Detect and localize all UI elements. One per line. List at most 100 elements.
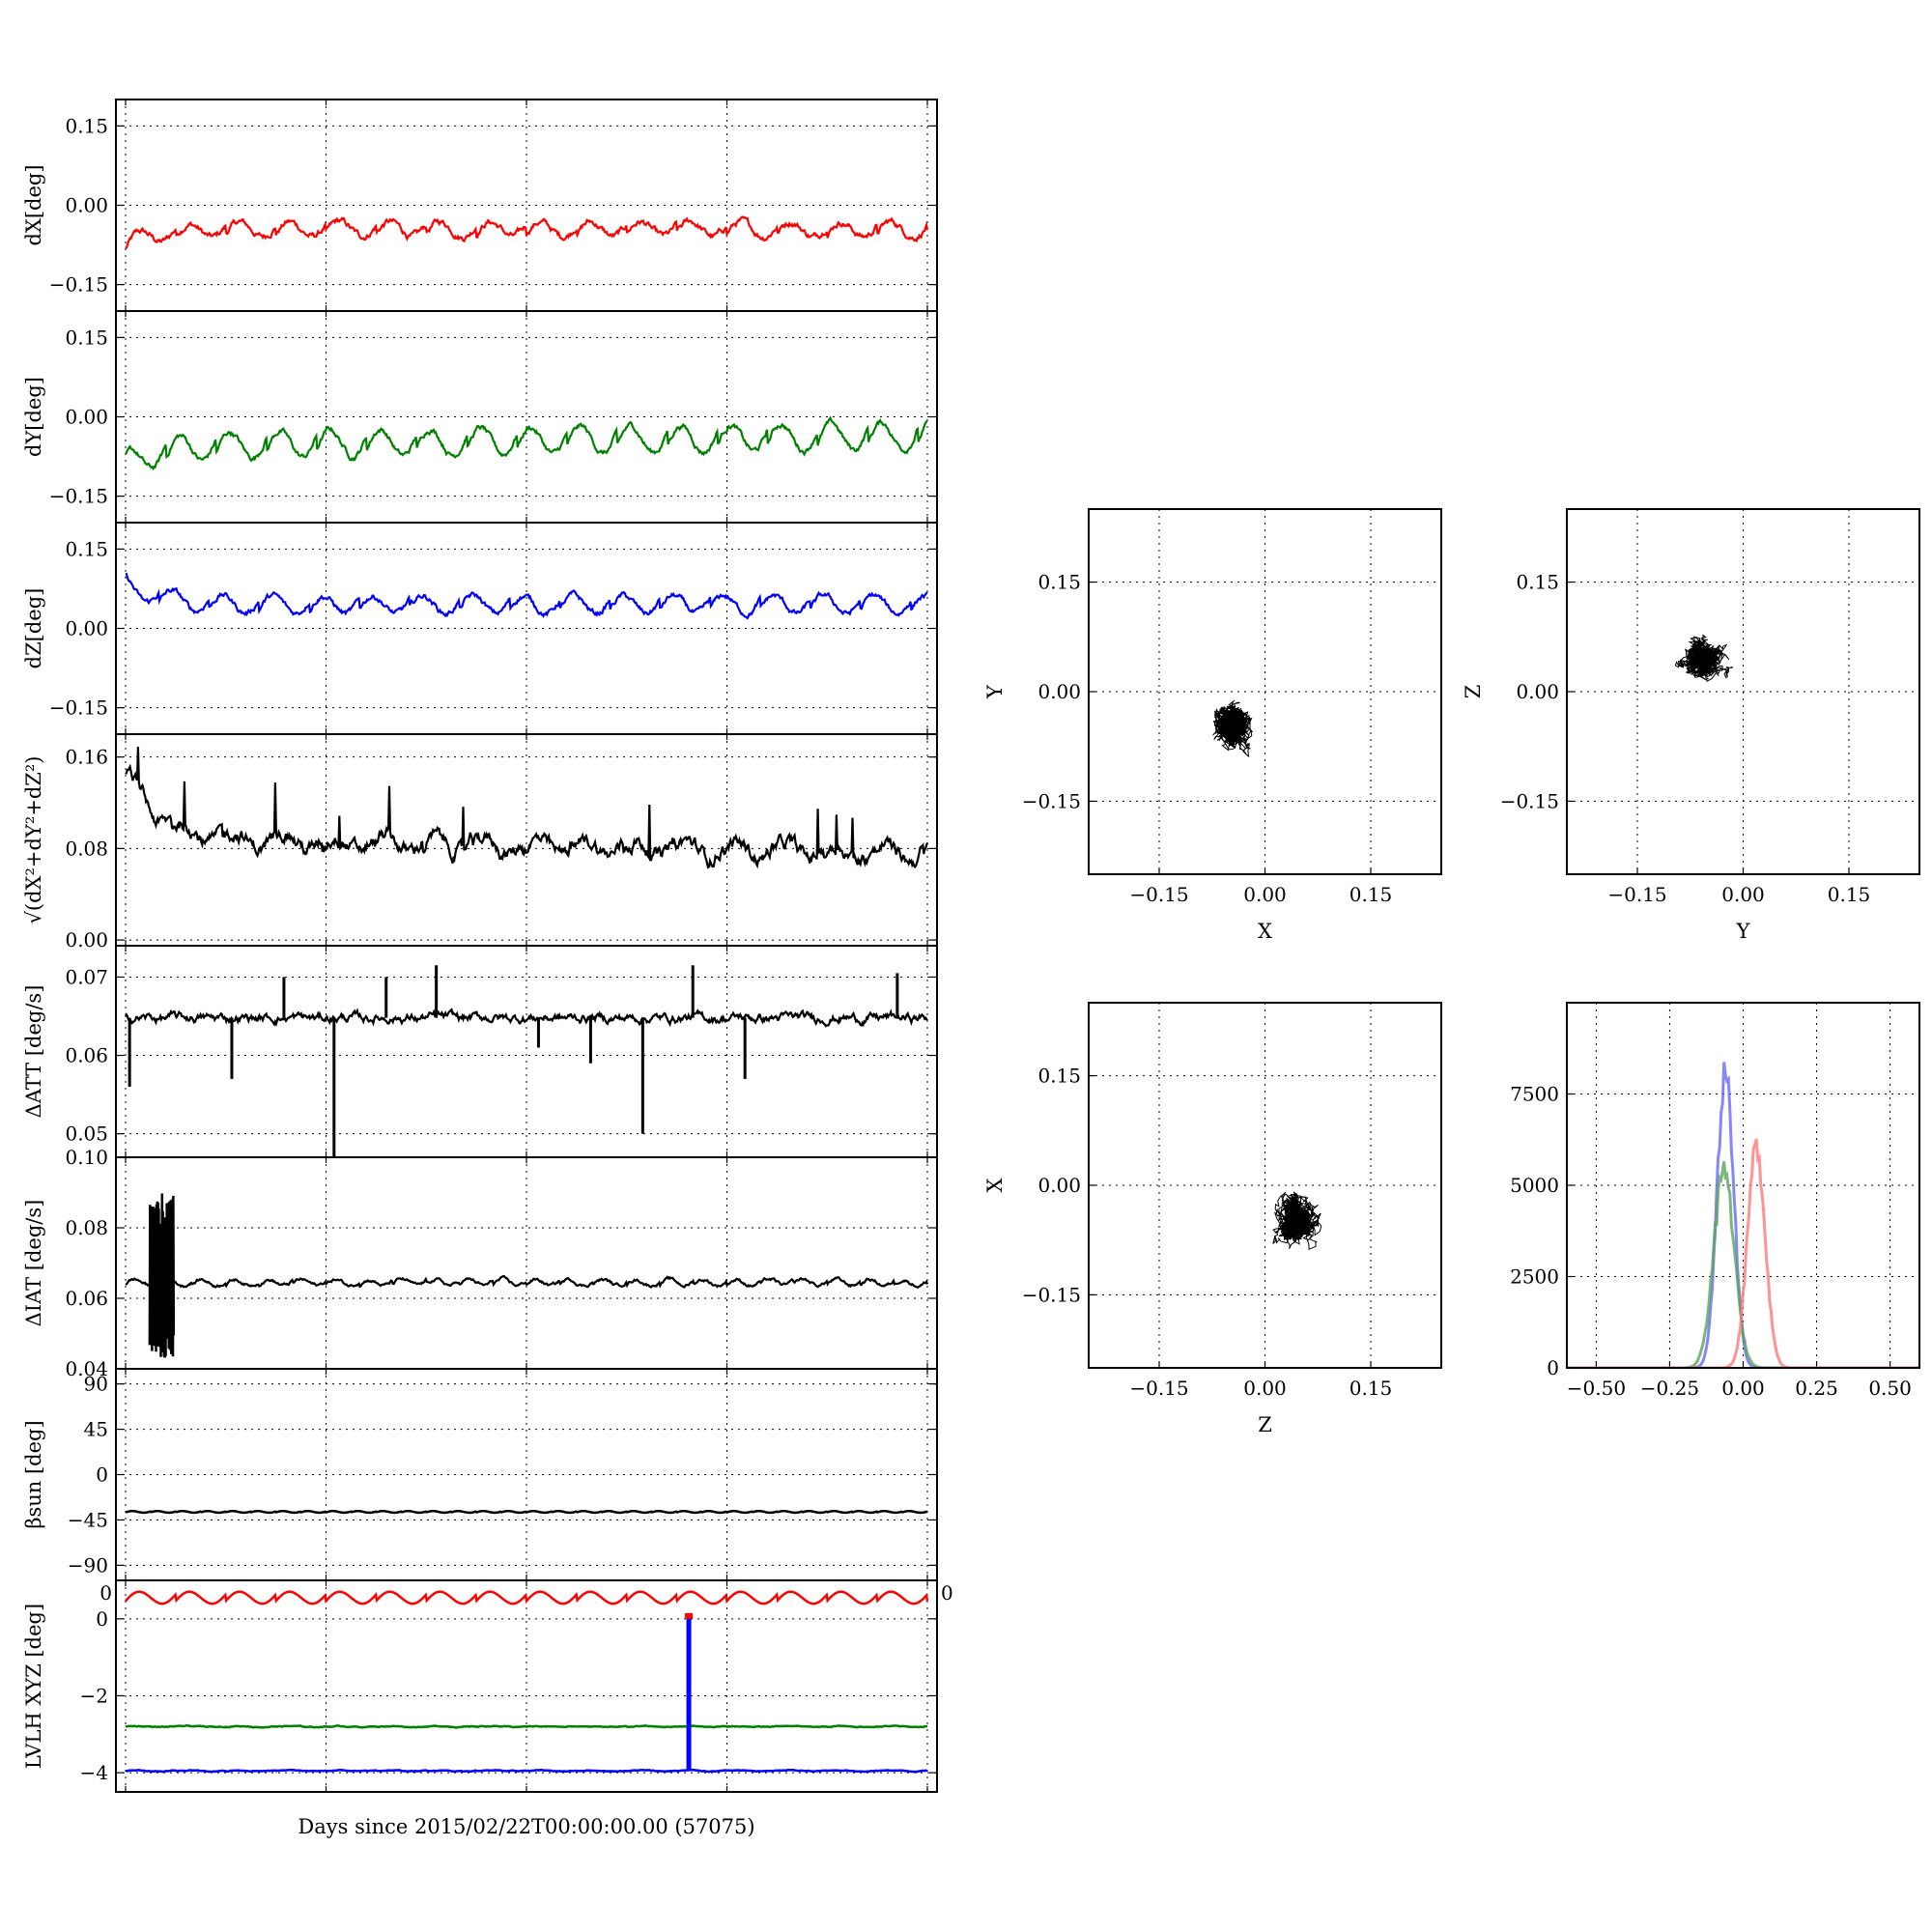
y-tick-label: 0.15 [65, 537, 108, 560]
corner-label: 0 [941, 1581, 953, 1605]
y-tick-label: −2 [80, 1684, 108, 1707]
y-tick-label: 0.15 [1516, 571, 1559, 594]
series-line [125, 415, 928, 471]
axes-frame [115, 1579, 938, 1793]
y-tick-label: 0.00 [65, 194, 108, 217]
y-tick-label: 0.16 [65, 746, 108, 769]
y-tick-label: 0.00 [65, 617, 108, 640]
y-tick-label: 5000 [1510, 1174, 1559, 1197]
y-tick-label: 0 [96, 1607, 108, 1631]
y-tick-label: −45 [68, 1508, 108, 1531]
panel-scatter_yz: −0.15 0.00 0.15 −0.15 0.00 0.15 Y Z [1462, 508, 1920, 943]
panel-dz: −0.15 0.00 0.15 dZ[deg] [22, 522, 938, 735]
corner-label: 0 [99, 1581, 112, 1605]
panel-mag: 0.00 0.08 0.16 √(dX²+dY²+dZ²) [22, 733, 938, 952]
y-tick-label: −0.15 [1022, 1283, 1081, 1306]
x-tick-label: 0.00 [1721, 883, 1765, 906]
axes-frame [1566, 1002, 1920, 1369]
x-axis-label: Y [1736, 920, 1751, 943]
x-tick-label: 0.00 [1721, 1377, 1765, 1400]
x-tick-label: 0.50 [1868, 1377, 1912, 1400]
y-tick-label: 0.00 [1516, 680, 1559, 703]
x-axis-label: Days since 2015/02/22T00:00:00.00 (57075… [298, 1815, 754, 1838]
x-tick-label: −0.25 [1640, 1377, 1699, 1400]
series-line [125, 1274, 929, 1290]
panel-beta: −90 −45 0 45 90 βsun [deg] [22, 1368, 938, 1581]
x-tick-label: −0.15 [1129, 883, 1188, 906]
x-tick-label: 0.15 [1828, 883, 1871, 906]
y-tick-label: 0.00 [65, 406, 108, 429]
y-tick-label: 0.15 [65, 326, 108, 349]
series-line [125, 747, 929, 869]
x-tick-label: 0.00 [1243, 883, 1287, 906]
panel-dy: −0.15 0.00 0.15 dY[deg] [22, 310, 938, 524]
series-line [125, 215, 929, 249]
y-tick-label: 0.15 [1037, 571, 1081, 594]
axes-frame [1088, 1002, 1442, 1369]
y-tick-label: 0 [1547, 1356, 1559, 1379]
y-axis-label: √(dX²+dY²+dZ²) [22, 756, 45, 924]
x-axis-label: X [1258, 920, 1272, 943]
y-tick-label: 0.07 [65, 965, 108, 988]
series-line [125, 572, 928, 620]
series-line [125, 1509, 928, 1515]
panel-diat: 0.04 0.06 0.08 0.10 ΔIAT [deg/s] [22, 1146, 938, 1380]
x-tick-label: 0.00 [1243, 1377, 1287, 1400]
y-axis-label: Y [983, 684, 1007, 699]
y-tick-label: 0.00 [65, 928, 108, 952]
y-axis-label: βsun [deg] [22, 1420, 45, 1528]
y-tick-label: 0.00 [1037, 1174, 1081, 1197]
panel-hist: −0.50 −0.25 0.00 0.25 0.50 0 2500 5000 7500 [1510, 1002, 1920, 1400]
panel-dx: −0.15 0.00 0.15 dX[deg] [22, 99, 938, 312]
y-tick-label: 90 [84, 1373, 108, 1396]
y-tick-label: −4 [80, 1761, 108, 1784]
panel-scatter_zx: −0.15 0.00 0.15 −0.15 0.00 0.15 Z X [983, 1002, 1442, 1436]
y-tick-label: 0.08 [65, 1216, 108, 1239]
x-tick-label: 0.15 [1350, 1377, 1393, 1400]
axes-frame [115, 1156, 938, 1370]
y-axis-label: dX[deg] [22, 164, 45, 245]
histogram-line [1567, 1161, 1919, 1368]
x-tick-label: 0.15 [1350, 883, 1393, 906]
y-axis-label: Z [1462, 685, 1485, 699]
axes-frame [1566, 508, 1920, 875]
y-tick-label: 0.06 [65, 1044, 108, 1067]
y-axis-label: dY[deg] [22, 377, 45, 457]
y-tick-label: −0.15 [1022, 789, 1081, 812]
burst-mark [148, 1193, 176, 1358]
x-tick-label: −0.50 [1567, 1377, 1626, 1400]
trajectory-line [1674, 634, 1734, 682]
y-axis-label: ΔIAT [deg/s] [22, 1200, 45, 1327]
y-tick-label: 2500 [1510, 1265, 1559, 1289]
y-tick-label: 0.00 [1037, 680, 1081, 703]
trajectory-line [1272, 1190, 1322, 1251]
series-line [125, 1724, 928, 1729]
axes-frame [1088, 508, 1442, 875]
y-axis-label: ΔATT [deg/s] [22, 985, 45, 1119]
panel-datt: 0.05 0.06 0.07 ΔATT [deg/s] [22, 945, 938, 1158]
y-tick-label: 0.15 [1037, 1065, 1081, 1088]
y-tick-label: 0.15 [65, 114, 108, 137]
x-tick-label: −0.15 [1129, 1377, 1188, 1400]
x-tick-label: 0.25 [1795, 1377, 1838, 1400]
y-tick-label: −0.15 [49, 485, 108, 508]
x-tick-label: −0.15 [1607, 883, 1666, 906]
y-axis-label: dZ[deg] [22, 588, 45, 669]
trajectory-line [1212, 699, 1254, 758]
y-tick-label: 0 [96, 1463, 108, 1487]
panel-scatter_xy: −0.15 0.00 0.15 −0.15 0.00 0.15 X Y [983, 508, 1442, 943]
y-axis-label: LVLH XYZ [deg] [22, 1604, 45, 1769]
y-tick-label: −90 [68, 1553, 108, 1577]
y-tick-label: 0.04 [65, 1357, 108, 1380]
y-tick-label: 0.10 [65, 1146, 108, 1169]
series-line [124, 1008, 928, 1028]
series-line [125, 1768, 928, 1774]
y-tick-label: 7500 [1510, 1083, 1559, 1106]
y-tick-label: −0.15 [49, 696, 108, 720]
histogram-line [1567, 1138, 1919, 1368]
series-line [125, 1590, 929, 1605]
y-tick-label: 0.08 [65, 837, 108, 860]
x-axis-label: Z [1258, 1413, 1272, 1436]
